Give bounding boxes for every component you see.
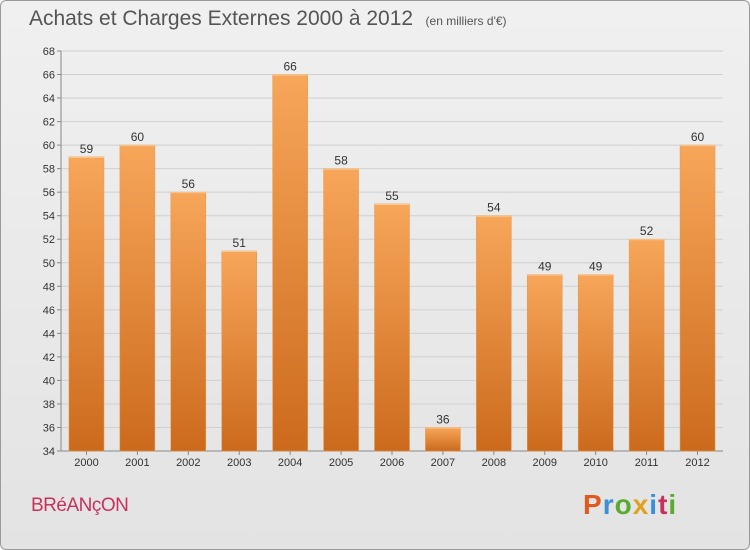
data-label-2004: 66 — [283, 60, 297, 74]
y-axis-ticks: 34 36 38 40 42 44 46 48 50 52 54 56 58 60 62 64 66 68 — [43, 46, 61, 458]
y-tick-label: 40 — [43, 375, 55, 387]
y-tick-label: 46 — [43, 305, 55, 317]
x-tick-label-2009: 2009 — [533, 457, 557, 469]
bar-2012 — [679, 144, 716, 452]
bar-2007 — [425, 427, 461, 452]
y-tick-label: 48 — [43, 281, 55, 293]
x-tick-label-2006: 2006 — [380, 457, 404, 469]
logo-letter: i — [668, 489, 678, 520]
x-tick-label-2010: 2010 — [583, 457, 607, 469]
logo-letter: P — [583, 489, 603, 520]
data-label-2000: 59 — [80, 142, 94, 156]
x-tick-label-2002: 2002 — [176, 457, 200, 469]
logo-letter: x — [632, 489, 650, 520]
x-tick-label-2007: 2007 — [431, 457, 455, 469]
x-tick-label-2011: 2011 — [635, 457, 659, 469]
bar-2006 — [374, 203, 410, 452]
x-tick-label-2012: 2012 — [685, 457, 709, 469]
y-tick-label: 58 — [43, 164, 55, 176]
y-tick-label: 54 — [43, 211, 55, 223]
bars — [68, 74, 716, 452]
x-tick-label-2003: 2003 — [227, 457, 251, 469]
y-tick-label: 66 — [43, 70, 55, 82]
data-label-2011: 52 — [640, 224, 654, 238]
title-block: Achats et Charges Externes 2000 à 2012 (… — [29, 7, 507, 31]
data-label-2003: 51 — [233, 236, 247, 250]
proxiti-logo[interactable]: Proxiti — [583, 489, 677, 521]
data-label-2001: 60 — [131, 130, 145, 144]
data-label-2002: 56 — [182, 177, 196, 191]
x-tick-label-2004: 2004 — [278, 457, 302, 469]
bar-2011 — [628, 238, 665, 452]
bar-2009 — [527, 274, 563, 452]
data-label-2009: 49 — [538, 260, 552, 274]
bar-2008 — [476, 215, 512, 452]
commune-name: BRéANçON — [31, 495, 129, 516]
x-tick-label-2005: 2005 — [329, 457, 353, 469]
bar-2004 — [272, 74, 308, 452]
bar-2001 — [119, 144, 156, 452]
logo-letter: t — [658, 489, 669, 520]
bar-2002 — [170, 191, 207, 452]
y-tick-label: 44 — [43, 328, 55, 340]
bar-2010 — [577, 274, 614, 452]
data-label-2006: 55 — [385, 189, 399, 203]
x-tick-label-2008: 2008 — [482, 457, 506, 469]
logo-letter: i — [649, 489, 659, 520]
chart-subtitle: (en milliers d'€) — [425, 14, 507, 28]
data-label-2008: 54 — [487, 201, 501, 215]
data-label-2005: 58 — [334, 154, 348, 168]
data-label-2007: 36 — [436, 412, 450, 426]
data-label-2012: 60 — [691, 130, 705, 144]
data-label-2010: 49 — [589, 260, 603, 274]
bar-2005 — [323, 168, 359, 452]
logo-letter: r — [602, 489, 615, 520]
x-tick-label-2000: 2000 — [74, 457, 98, 469]
y-tick-label: 56 — [43, 187, 55, 199]
data-labels: 59 60 56 51 66 58 55 36 54 49 49 52 60 — [80, 60, 705, 427]
bar-2003 — [221, 250, 257, 452]
y-tick-label: 68 — [43, 46, 55, 58]
chart-title: Achats et Charges Externes 2000 à 2012 — [29, 7, 414, 30]
y-tick-label: 60 — [43, 140, 55, 152]
y-tick-label: 50 — [43, 258, 55, 270]
y-tick-label: 36 — [43, 422, 55, 434]
x-axis-ticks: 2000 2001 2002 2003 2004 2005 2006 2007 2008 2009… — [74, 451, 710, 469]
y-tick-label: 38 — [43, 399, 55, 411]
bar-2000 — [68, 156, 105, 452]
y-tick-label: 52 — [43, 234, 55, 246]
y-tick-label: 34 — [43, 446, 55, 458]
y-tick-label: 42 — [43, 352, 55, 364]
logo-letter: o — [614, 489, 633, 520]
y-tick-label: 62 — [43, 117, 55, 129]
y-tick-label: 64 — [43, 93, 55, 105]
x-tick-label-2001: 2001 — [125, 457, 149, 469]
